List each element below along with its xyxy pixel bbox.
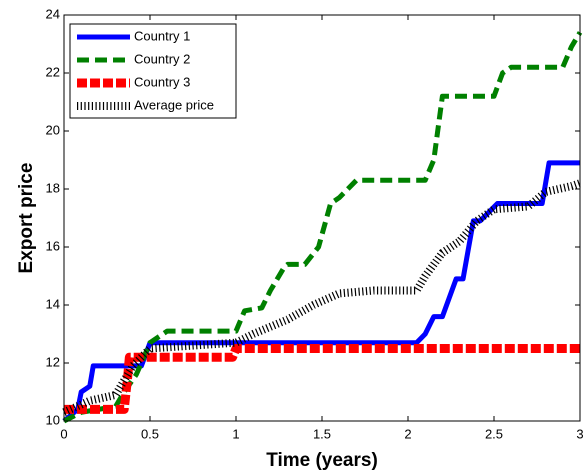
series-line [62,160,580,423]
legend-label: Country 3 [134,74,190,89]
y-axis-label: Export price [16,163,37,274]
series-line [62,179,582,416]
y-tick-label: 12 [46,354,60,369]
y-tick-label: 24 [46,6,60,21]
legend-label: Country 1 [134,28,190,43]
y-tick-label: 18 [46,180,60,195]
series-line [64,344,580,414]
y-tick-label: 14 [46,296,60,311]
x-tick-label: 1.5 [313,426,331,441]
x-tick-label: 1 [232,426,239,441]
legend-label: Average price [134,97,214,112]
series-line [62,31,583,424]
x-axis-label: Time (years) [266,450,378,471]
legend-box [69,23,237,119]
x-tick-label: 0 [60,426,67,441]
y-tick-label: 16 [46,238,60,253]
y-tick-label: 22 [46,64,60,79]
x-tick-label: 0.5 [141,426,159,441]
x-tick-label: 2.5 [485,426,503,441]
y-tick-label: 10 [46,412,60,427]
x-tick-label: 3 [576,426,583,441]
legend-label: Country 2 [134,51,190,66]
y-tick-label: 20 [46,122,60,137]
x-tick-label: 2 [404,426,411,441]
